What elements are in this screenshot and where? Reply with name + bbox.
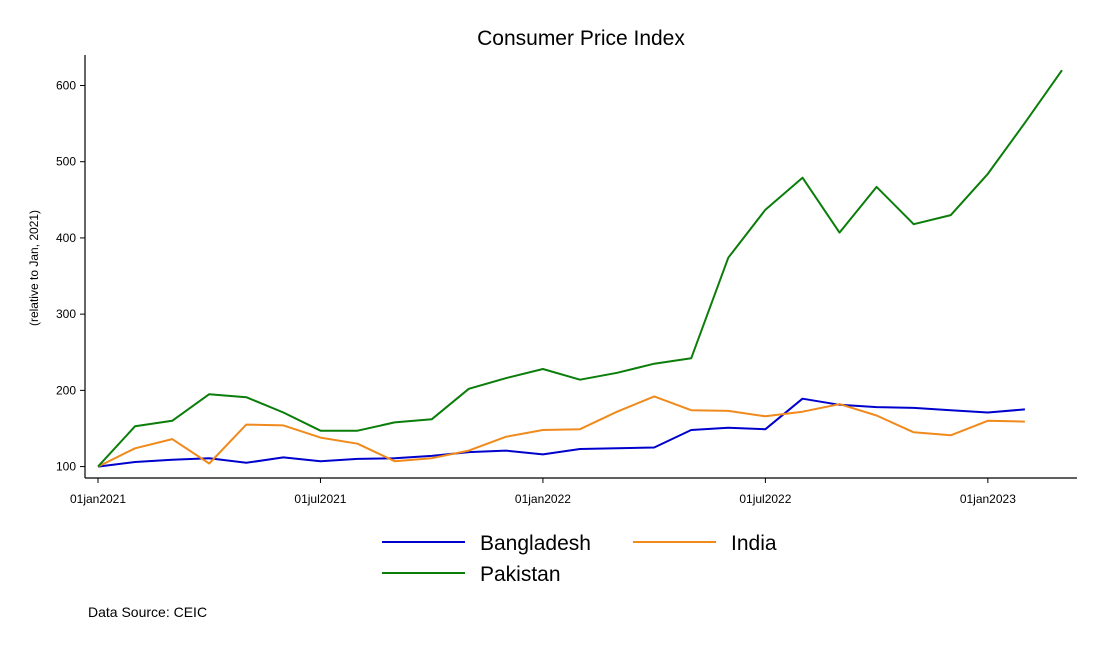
legend-item-india: India	[633, 532, 777, 555]
legend-item-bangladesh: Bangladesh	[382, 532, 591, 555]
y-tick-label: 100	[56, 460, 76, 474]
y-tick-label: 600	[56, 78, 76, 92]
y-axis-label: (relative to Jan, 2021)	[27, 210, 41, 326]
source-note: Data Source: CEIC	[88, 604, 207, 620]
y-tick-label: 400	[56, 231, 76, 245]
legend-label: Bangladesh	[480, 532, 591, 555]
x-tick-label: 01jan2023	[960, 492, 1016, 506]
series-line-pakistan	[97, 69, 1063, 468]
legend: Bangladesh India Pakistan	[382, 532, 777, 586]
x-tick-label: 01jul2021	[294, 492, 346, 506]
series-line-bangladesh	[97, 397, 1025, 468]
x-tick-label: 01jul2022	[739, 492, 791, 506]
legend-item-pakistan: Pakistan	[382, 563, 561, 586]
series-lines	[97, 69, 1063, 468]
y-tick-label: 300	[56, 307, 76, 321]
series-line-india	[97, 395, 1025, 468]
legend-label: Pakistan	[480, 563, 561, 586]
y-tick-label: 500	[56, 155, 76, 169]
x-tick-label: 01jan2021	[70, 492, 126, 506]
axes: 100 200 300 400 500 600 01jan2021 01jul2021 01ja…	[56, 55, 1077, 506]
legend-label: India	[731, 532, 777, 555]
chart-title: Consumer Price Index	[477, 27, 685, 50]
y-tick-label: 200	[56, 383, 76, 397]
x-tick-label: 01jan2022	[515, 492, 571, 506]
